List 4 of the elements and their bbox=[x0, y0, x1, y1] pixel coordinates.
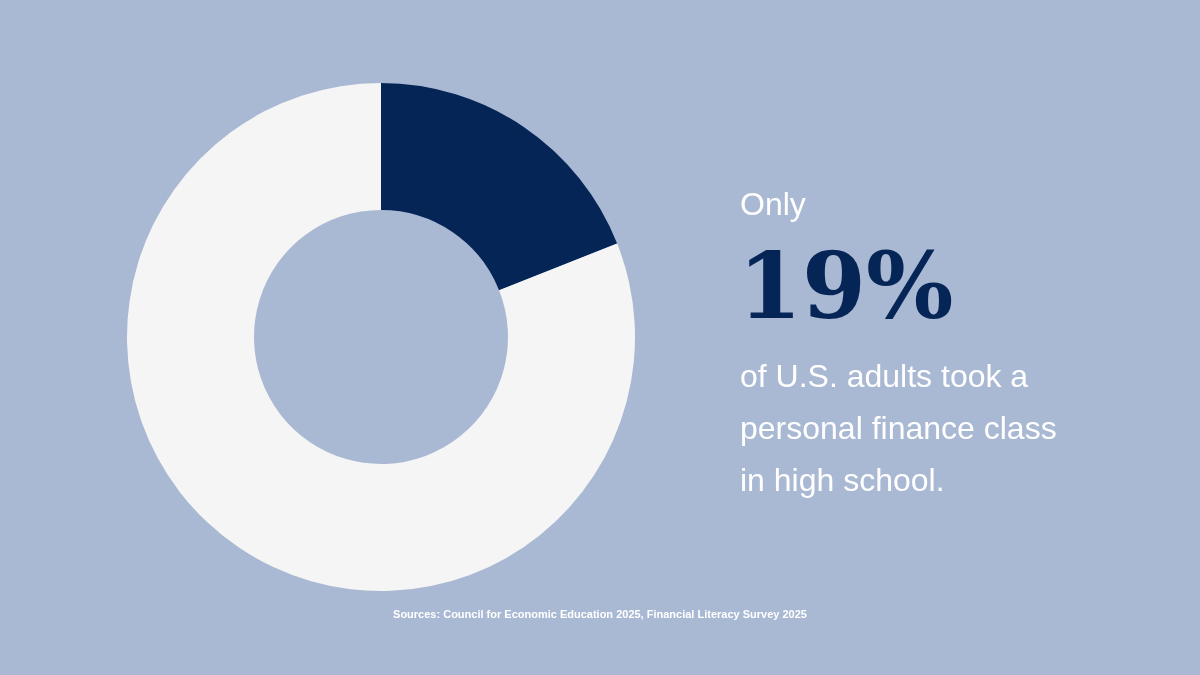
source-note: Sources: Council for Economic Education 2025, Financial Literacy Survey 2025 bbox=[392, 608, 808, 620]
data-label: 19% bbox=[738, 232, 954, 340]
text: Only bbox=[740, 186, 806, 223]
text: of U.S. adults took a personal finance class in high school. bbox=[740, 357, 1058, 500]
